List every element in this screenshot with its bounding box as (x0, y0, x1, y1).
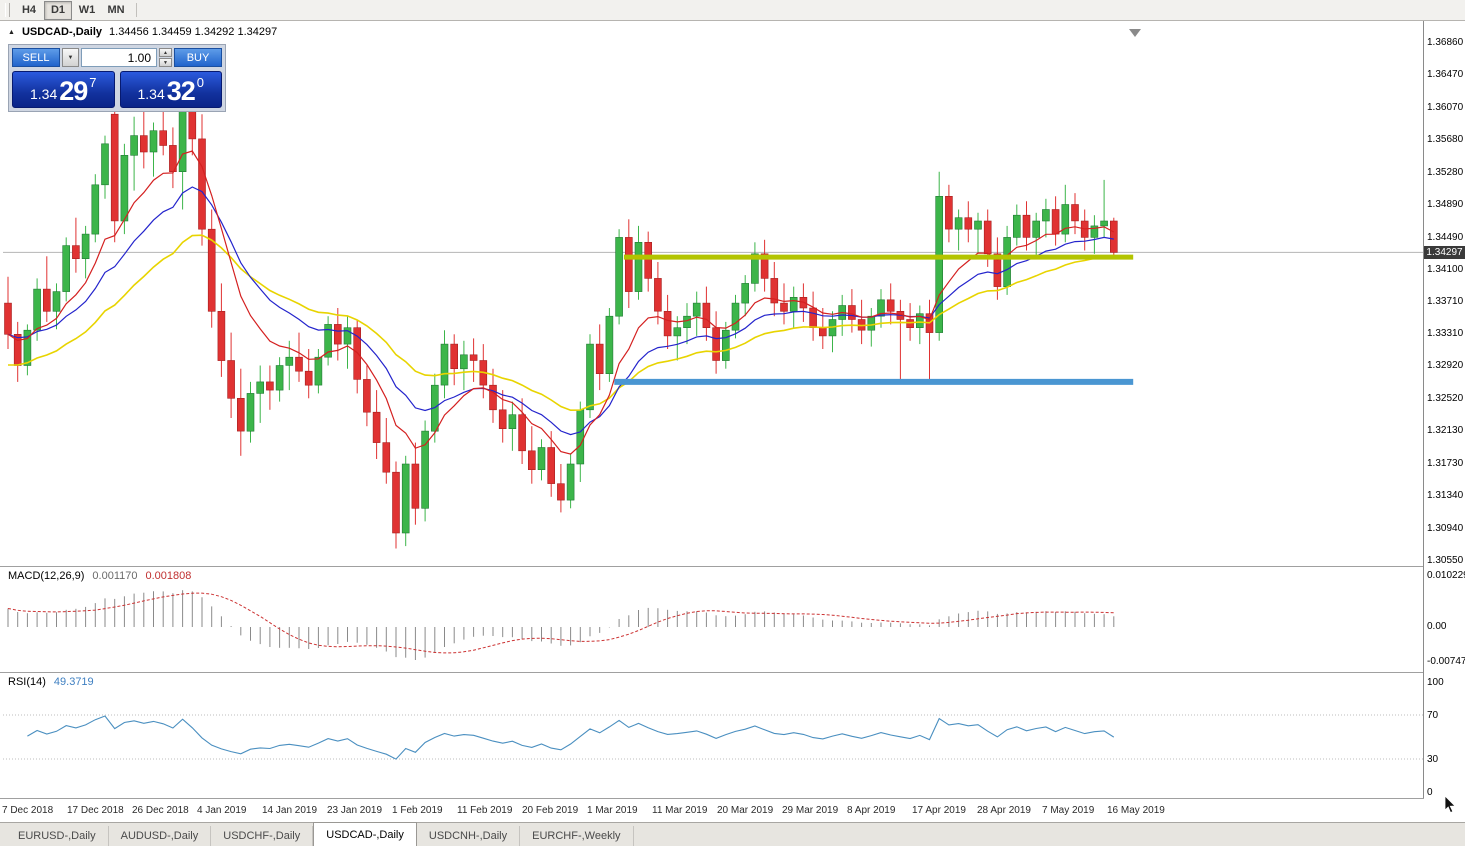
price-scale-label: 1.32130 (1427, 425, 1464, 436)
mouse-cursor-icon (1444, 795, 1457, 819)
volume-decrease-button[interactable]: ▼ (159, 58, 172, 67)
price-scale-label: 1.34890 (1427, 199, 1464, 210)
price-scale-label: 1.36470 (1427, 69, 1464, 80)
rsi-scale-label: 100 (1427, 677, 1444, 688)
toolbar-separator (136, 3, 137, 17)
volume-increase-button[interactable]: ▲ (159, 48, 172, 57)
timeframe-toolbar: H4 D1 W1 MN (0, 0, 1465, 21)
macd-value-signal: 0.001808 (145, 570, 192, 582)
date-label: 20 Mar 2019 (717, 805, 774, 816)
price-scale-label: 1.31730 (1427, 458, 1464, 469)
chart-tab-eurchf-weekly[interactable]: EURCHF-,Weekly (520, 826, 634, 846)
sell-price-big: 29 (59, 76, 88, 106)
sell-button[interactable]: SELL (12, 48, 60, 67)
ohlc-values: 1.34456 1.34459 1.34292 1.34297 (109, 26, 278, 38)
sell-price-prefix: 1.34 (29, 86, 58, 102)
price-scale-label: 1.32920 (1427, 360, 1464, 371)
timeframe-button-w1[interactable]: W1 (78, 4, 96, 16)
price-scale-label: 1.35680 (1427, 134, 1464, 145)
symbol-title: ▲ USDCAD-,Daily 1.34456 1.34459 1.34292 … (8, 26, 277, 38)
price-scale-label: 1.30550 (1427, 555, 1464, 566)
rsi-name: RSI(14) (8, 676, 46, 688)
date-label: 28 Apr 2019 (977, 805, 1031, 816)
macd-scale-label: -0.007477 (1427, 656, 1465, 667)
chart-tab-usdchf-daily[interactable]: USDCHF-,Daily (211, 826, 314, 846)
price-scale-label: 1.34490 (1427, 232, 1464, 243)
date-label: 26 Dec 2018 (132, 805, 189, 816)
volume-spinner: ▲ ▼ (159, 48, 172, 67)
buy-price-display[interactable]: 1.34 32 0 (119, 71, 222, 108)
buy-price-prefix: 1.34 (137, 86, 165, 102)
rsi-scale-label: 0 (1427, 787, 1433, 798)
sell-price-sup: 7 (89, 75, 97, 90)
date-label: 17 Dec 2018 (67, 805, 124, 816)
volume-dropdown-button[interactable]: ▼ (62, 48, 79, 67)
timeframe-button-mn[interactable]: MN (107, 4, 125, 16)
date-axis[interactable]: 7 Dec 2018 17 Dec 2018 26 Dec 2018 4 Jan 20… (0, 799, 1423, 821)
toolbar-grip[interactable] (5, 3, 10, 17)
chart-tab-usdcad-daily[interactable]: USDCAD-,Daily (313, 822, 417, 846)
price-scale-label: 1.30940 (1427, 523, 1464, 534)
price-scale-label: 1.36860 (1427, 37, 1464, 48)
date-label: 7 Dec 2018 (2, 805, 54, 816)
timeframe-button-d1[interactable]: D1 (44, 0, 72, 20)
date-label: 1 Feb 2019 (392, 805, 443, 816)
macd-histogram (7, 590, 1115, 660)
chart-tab-usdcnh-daily[interactable]: USDCNH-,Daily (417, 826, 521, 846)
price-scale-label: 1.35280 (1427, 167, 1464, 178)
volume-input[interactable] (81, 48, 157, 67)
date-label: 11 Feb 2019 (457, 805, 513, 816)
rsi-scale-label: 70 (1427, 710, 1439, 721)
rsi-value: 49.3719 (53, 676, 94, 688)
date-label: 7 May 2019 (1042, 805, 1095, 816)
chart-tab-eurusd-daily[interactable]: EURUSD-,Daily (6, 826, 109, 846)
price-scale-label: 1.31340 (1427, 490, 1464, 501)
date-label: 20 Feb 2019 (522, 805, 579, 816)
date-label: 4 Jan 2019 (197, 805, 247, 816)
rsi-label: RSI(14) 49.3719 (8, 676, 94, 688)
timeframe-button-h4[interactable]: H4 (21, 4, 37, 16)
buy-button[interactable]: BUY (174, 48, 222, 67)
chart-shift-icon[interactable] (1129, 29, 1141, 37)
price-scale-label: 1.32520 (1427, 393, 1464, 404)
sell-price-display[interactable]: 1.34 29 7 (12, 71, 115, 108)
candles-series (4, 60, 1118, 549)
rsi-scale-label: 30 (1427, 754, 1439, 765)
chart-tab-audusd-daily[interactable]: AUDUSD-,Daily (109, 826, 212, 846)
price-scale-label: 1.33710 (1427, 296, 1464, 307)
date-label: 29 Mar 2019 (782, 805, 839, 816)
one-click-trading-panel: SELL ▼ ▲ ▼ BUY 1.34 29 7 1.34 32 0 (8, 44, 226, 112)
date-label: 17 Apr 2019 (912, 805, 966, 816)
one-click-toggle-icon[interactable]: ▲ (8, 28, 15, 36)
macd-scale-label: 0.00 (1427, 621, 1447, 632)
date-label: 14 Jan 2019 (262, 805, 318, 816)
macd-label: MACD(12,26,9) 0.001170 0.001808 (8, 570, 191, 582)
date-label: 8 Apr 2019 (847, 805, 896, 816)
date-label: 16 May 2019 (1107, 805, 1165, 816)
buy-price-sup: 0 (196, 75, 205, 90)
date-label: 1 Mar 2019 (587, 805, 638, 816)
macd-value-main: 0.001170 (92, 570, 138, 582)
timeframe-buttons: H4 D1 W1 MN (15, 0, 130, 20)
buy-price-big: 32 (166, 76, 196, 106)
current-price-badge: 1.34297 (1424, 246, 1465, 259)
date-label: 11 Mar 2019 (652, 805, 708, 816)
price-scale[interactable]: 1.34297 1.36860 1.36470 1.36070 1.35680 1.35… (1424, 0, 1465, 846)
price-scale-label: 1.34100 (1427, 264, 1464, 275)
macd-name: MACD(12,26,9) (8, 570, 85, 582)
symbol-name: USDCAD-,Daily (21, 26, 103, 38)
date-label: 23 Jan 2019 (327, 805, 383, 816)
chart-tabbar: EURUSD-,Daily AUDUSD-,Daily USDCHF-,Daily U… (0, 822, 1465, 846)
macd-scale-label: 0.010229 (1427, 570, 1465, 581)
price-scale-label: 1.33310 (1427, 328, 1464, 339)
price-scale-label: 1.36070 (1427, 102, 1464, 113)
